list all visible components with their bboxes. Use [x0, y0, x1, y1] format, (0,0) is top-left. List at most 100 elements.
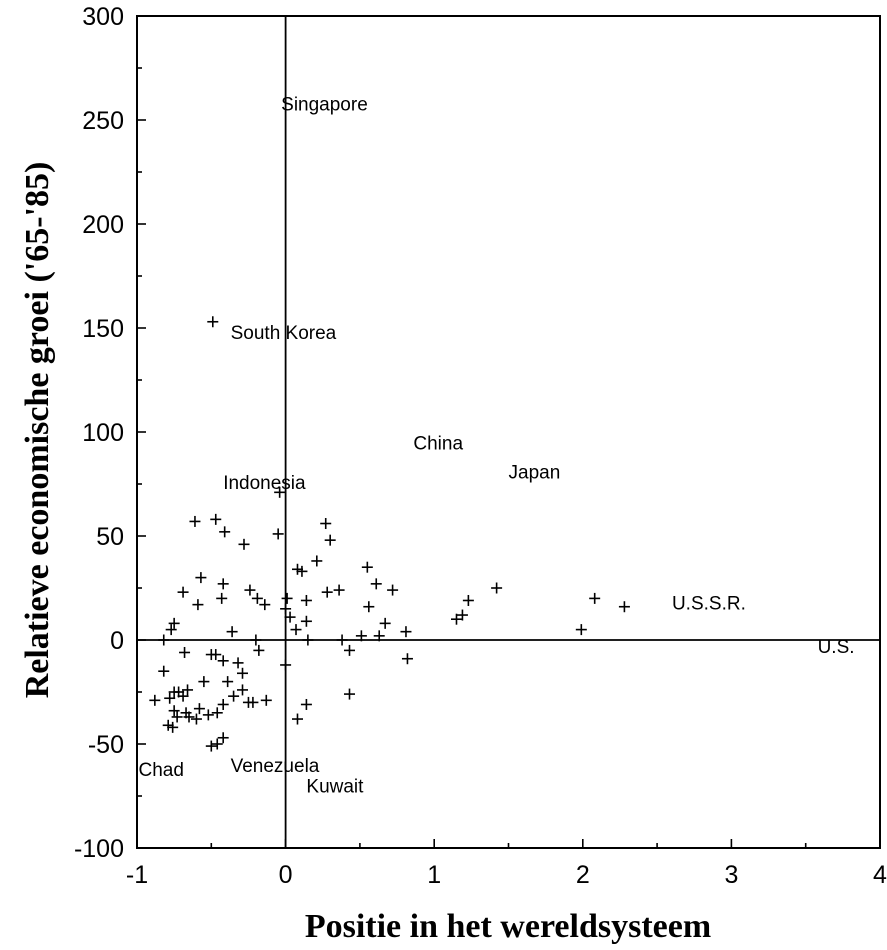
data-point	[232, 657, 244, 669]
data-point	[217, 732, 229, 744]
data-point	[158, 665, 170, 677]
y-tick-label: 50	[96, 523, 124, 551]
data-point	[272, 528, 284, 540]
data-point	[222, 676, 234, 688]
data-point	[379, 617, 391, 629]
data-point	[149, 694, 161, 706]
y-tick-labels: 300 250 200 150 100 50 0 -50 -100	[74, 3, 124, 863]
data-point	[219, 526, 231, 538]
data-point	[164, 692, 176, 704]
country-label: South Korea	[231, 323, 337, 344]
data-point	[158, 634, 170, 646]
data-point	[343, 644, 355, 656]
data-point	[167, 721, 179, 733]
data-point	[281, 592, 293, 604]
x-tick-labels: -1 0 1 2 3 4	[126, 861, 887, 889]
data-point	[320, 518, 332, 530]
data-point	[291, 713, 303, 725]
x-tick-label: 0	[279, 861, 293, 889]
data-point	[253, 644, 265, 656]
data-point	[280, 659, 292, 671]
data-point	[189, 515, 201, 527]
data-point	[165, 624, 177, 636]
country-annotations: Singapore South Korea China Japan Indonesia U…	[138, 94, 854, 797]
x-tick-label: 1	[427, 861, 441, 889]
data-point	[280, 603, 292, 615]
x-axis-title: Positie in het wereldsysteem	[305, 908, 711, 945]
data-point	[363, 601, 375, 613]
data-point	[361, 561, 373, 573]
data-point	[575, 624, 587, 636]
data-point	[618, 601, 630, 613]
data-point	[202, 709, 214, 721]
y-axis-title: Relatieve economische groei ('65-'85)	[19, 162, 56, 699]
data-point	[324, 534, 336, 546]
axis-ticks	[136, 15, 881, 849]
country-label: Singapore	[281, 94, 368, 115]
data-point	[244, 584, 256, 596]
data-point	[311, 555, 323, 567]
data-point	[217, 655, 229, 667]
data-point	[302, 634, 314, 646]
data-point	[321, 586, 333, 598]
data-point	[190, 713, 202, 725]
data-point	[193, 703, 205, 715]
y-tick-label: 150	[82, 315, 124, 343]
data-point	[247, 696, 259, 708]
data-point	[456, 609, 468, 621]
country-label: Kuwait	[306, 777, 364, 798]
data-point	[450, 613, 462, 625]
data-point	[217, 698, 229, 710]
data-point	[198, 676, 210, 688]
data-point	[355, 630, 367, 642]
data-point	[205, 740, 217, 752]
data-point	[192, 599, 204, 611]
data-point	[401, 653, 413, 665]
data-point	[228, 690, 240, 702]
data-point	[217, 578, 229, 590]
data-point	[168, 617, 180, 629]
country-label: Chad	[138, 760, 183, 781]
data-point	[237, 684, 249, 696]
data-point	[207, 316, 219, 328]
data-point	[251, 592, 263, 604]
data-point	[168, 705, 180, 717]
data-point	[387, 584, 399, 596]
y-tick-label: 200	[82, 211, 124, 239]
country-label: Japan	[509, 463, 561, 484]
data-point	[216, 592, 228, 604]
data-point	[179, 646, 191, 658]
data-point	[238, 538, 250, 550]
data-point	[462, 594, 474, 606]
y-tick-label: 250	[82, 107, 124, 135]
x-tick-label: 4	[873, 861, 887, 889]
data-point	[211, 738, 223, 750]
plot-frame	[136, 15, 881, 849]
data-point	[182, 684, 194, 696]
x-tick-label: 2	[576, 861, 590, 889]
country-label: China	[413, 433, 463, 454]
y-tick-label: -100	[74, 835, 124, 863]
data-point	[210, 513, 222, 525]
y-tick-label: 100	[82, 419, 124, 447]
data-point	[210, 649, 222, 661]
data-point	[171, 711, 183, 723]
data-point	[336, 634, 348, 646]
data-point	[300, 698, 312, 710]
data-point	[177, 586, 189, 598]
x-tick-label: 3	[724, 861, 738, 889]
data-point	[300, 594, 312, 606]
country-label: Venezuela	[231, 756, 320, 777]
data-point	[226, 626, 238, 638]
data-point	[300, 615, 312, 627]
data-point	[250, 634, 262, 646]
y-tick-label: 300	[82, 3, 124, 31]
data-point	[195, 572, 207, 584]
data-point	[284, 611, 296, 623]
data-point	[259, 599, 271, 611]
data-point	[296, 565, 308, 577]
data-point	[373, 630, 385, 642]
y-tick-label: -50	[88, 731, 124, 759]
country-label: U.S.	[818, 637, 855, 658]
